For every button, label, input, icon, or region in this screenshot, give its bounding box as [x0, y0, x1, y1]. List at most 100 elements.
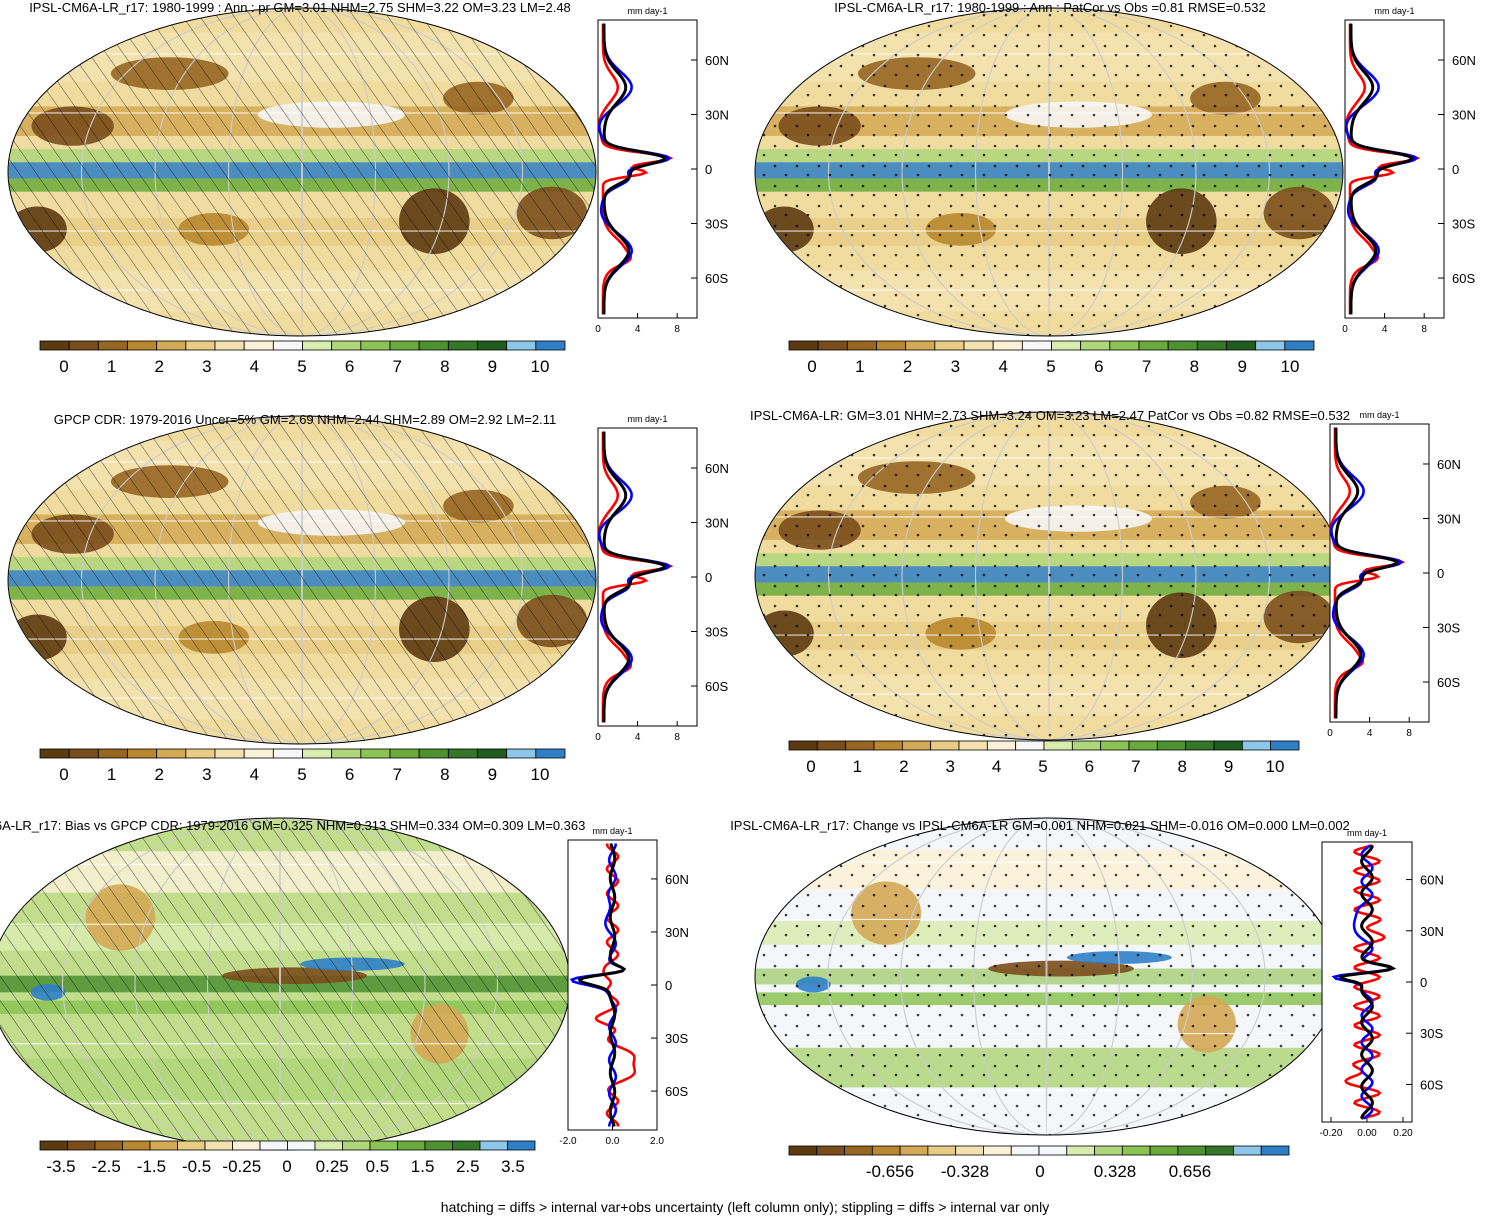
colorbar-swatch [156, 340, 187, 351]
colorbar-swatch [1010, 1145, 1040, 1156]
colorbar-swatch [876, 340, 907, 351]
colorbar-label: 6 [1085, 757, 1094, 776]
colorbar-label: 5 [297, 765, 306, 784]
colorbar-swatch [506, 748, 537, 759]
x-tick-label: 8 [1421, 324, 1427, 335]
x-tick-label: 2.0 [650, 1136, 664, 1147]
colorbar-label: 6 [1094, 357, 1103, 376]
x-tick-label: 0 [595, 324, 601, 335]
map-border [754, 7, 1344, 337]
lat-tick-label: 0 [705, 570, 712, 585]
colorbar-swatch [185, 340, 216, 351]
colorbar-swatch [1021, 340, 1052, 351]
colorbar-swatch [287, 1140, 316, 1151]
lat-tick-label: 30S [665, 1031, 688, 1046]
zonal-mean-ens-line [602, 431, 668, 723]
x-tick-label: 4 [1382, 324, 1388, 335]
zonal-mean-unit: mm day-1 [627, 6, 667, 16]
panel-title: CM6A-LR_r17: Bias vs GPCP CDR: 1979-2016… [0, 818, 585, 833]
colorbar-swatch [185, 748, 216, 759]
colorbar-swatch [122, 1140, 151, 1151]
x-tick-label: 0.00 [1357, 1128, 1377, 1139]
map-border [7, 415, 597, 745]
colorbar-label: 0 [59, 765, 68, 784]
x-tick-label: -0.20 [1320, 1128, 1343, 1139]
colorbar-swatch [68, 748, 99, 759]
colorbar-swatch [1196, 340, 1227, 351]
colorbar-label: 7 [392, 765, 401, 784]
colorbar-swatch [1066, 1145, 1095, 1156]
colorbar-label: 0 [806, 757, 815, 776]
colorbar-swatch [302, 340, 333, 351]
colorbar-swatch [1121, 1145, 1151, 1156]
colorbar-label: 9 [488, 357, 497, 376]
colorbar-label: 4 [250, 357, 259, 376]
lat-tick-label: 0 [705, 162, 712, 177]
colorbar-label: 8 [1190, 357, 1199, 376]
lat-tick-label: 30N [705, 515, 729, 530]
zonal-mean-ens-line [602, 23, 668, 315]
colorbar-swatch [986, 740, 1017, 751]
colorbar-swatch [899, 1145, 929, 1156]
lat-tick-label: 30S [1437, 621, 1460, 636]
colorbar-label: 3 [951, 357, 960, 376]
colorbar-swatch [389, 748, 420, 759]
colorbar-swatch [1156, 740, 1187, 751]
footer-note: hatching = diffs > internal var+obs unce… [441, 1199, 1049, 1215]
lat-tick-label: 60N [1420, 873, 1444, 888]
x-tick-label: 4 [635, 732, 641, 743]
colorbar-swatch [243, 340, 274, 351]
colorbar-swatch [331, 340, 362, 351]
colorbar-label: 10 [531, 357, 550, 376]
lat-tick-label: 0 [1437, 566, 1444, 581]
colorbar-swatch [1213, 740, 1243, 751]
colorbar-swatch [958, 740, 988, 751]
colorbar-swatch [177, 1140, 206, 1151]
zonal-mean-ens-line [1334, 427, 1400, 719]
colorbar-label: 10 [531, 765, 550, 784]
colorbar-swatch [846, 340, 877, 351]
colorbar-swatch [447, 748, 478, 759]
colorbar-swatch [845, 740, 875, 751]
lat-tick-label: 60N [1437, 457, 1461, 472]
colorbar-label: 8 [1177, 757, 1186, 776]
zonal-mean-unit: mm day-1 [1359, 410, 1399, 420]
colorbar-label: 8 [440, 357, 449, 376]
panel-p6: 60N 30N 0 30S 60S -0.20 0.00 0.20 mm day-1IPSL-C… [730, 817, 1444, 1181]
colorbar-swatch [1138, 340, 1169, 351]
colorbar-swatch [535, 340, 566, 351]
colorbar-swatch [127, 340, 158, 351]
colorbar-swatch [934, 340, 965, 351]
colorbar-label: 0.328 [1094, 1162, 1137, 1181]
lat-tick-label: 30N [1452, 107, 1476, 122]
colorbar-swatch [1205, 1145, 1234, 1156]
colorbar-label: 3 [202, 357, 211, 376]
colorbar-swatch [331, 748, 362, 759]
lat-tick-label: 30N [1420, 924, 1444, 939]
colorbar-swatch [369, 1140, 398, 1151]
lat-tick-label: 30S [1420, 1026, 1443, 1041]
x-tick-label: 0 [1342, 324, 1348, 335]
colorbar-swatch [302, 748, 333, 759]
colorbar-swatch [930, 740, 960, 751]
panel-title: IPSL-CM6A-LR_r17: 1980-1999 : Ann : PatC… [834, 0, 1265, 15]
colorbar-swatch [452, 1140, 481, 1151]
colorbar-label: 2 [903, 357, 912, 376]
zonal-mean-ens-line [577, 843, 627, 1127]
lat-tick-label: 0 [1452, 162, 1459, 177]
panel-title: GPCP CDR: 1979-2016 Uncer=5% GM=2.69 NHM… [54, 412, 556, 427]
colorbar-label: 0 [1035, 1162, 1044, 1181]
x-tick-label: 0.20 [1393, 1128, 1413, 1139]
lat-tick-label: 60S [1452, 271, 1475, 286]
colorbar-label: 1 [107, 765, 116, 784]
colorbar-swatch [1051, 340, 1082, 351]
lat-tick-label: 60N [665, 872, 689, 887]
colorbar-label: 7 [392, 357, 401, 376]
map-border [7, 7, 597, 337]
colorbar-label: -0.25 [222, 1157, 261, 1176]
panel-p5: 60N 30N 0 30S 60S -2.0 0.0 2.0 mm day-1 CM6A-LR_r… [0, 817, 689, 1176]
panel-p3: 60N 30N 0 30S 60S 0 4 8 mm day-1 GPCP CDR: 1979-2… [7, 412, 729, 784]
x-tick-label: 8 [1406, 728, 1412, 739]
colorbar-label: 2 [154, 357, 163, 376]
panel-title: IPSL-CM6A-LR: GM=3.01 NHM=2.73 SHM=3.24 … [750, 408, 1350, 423]
